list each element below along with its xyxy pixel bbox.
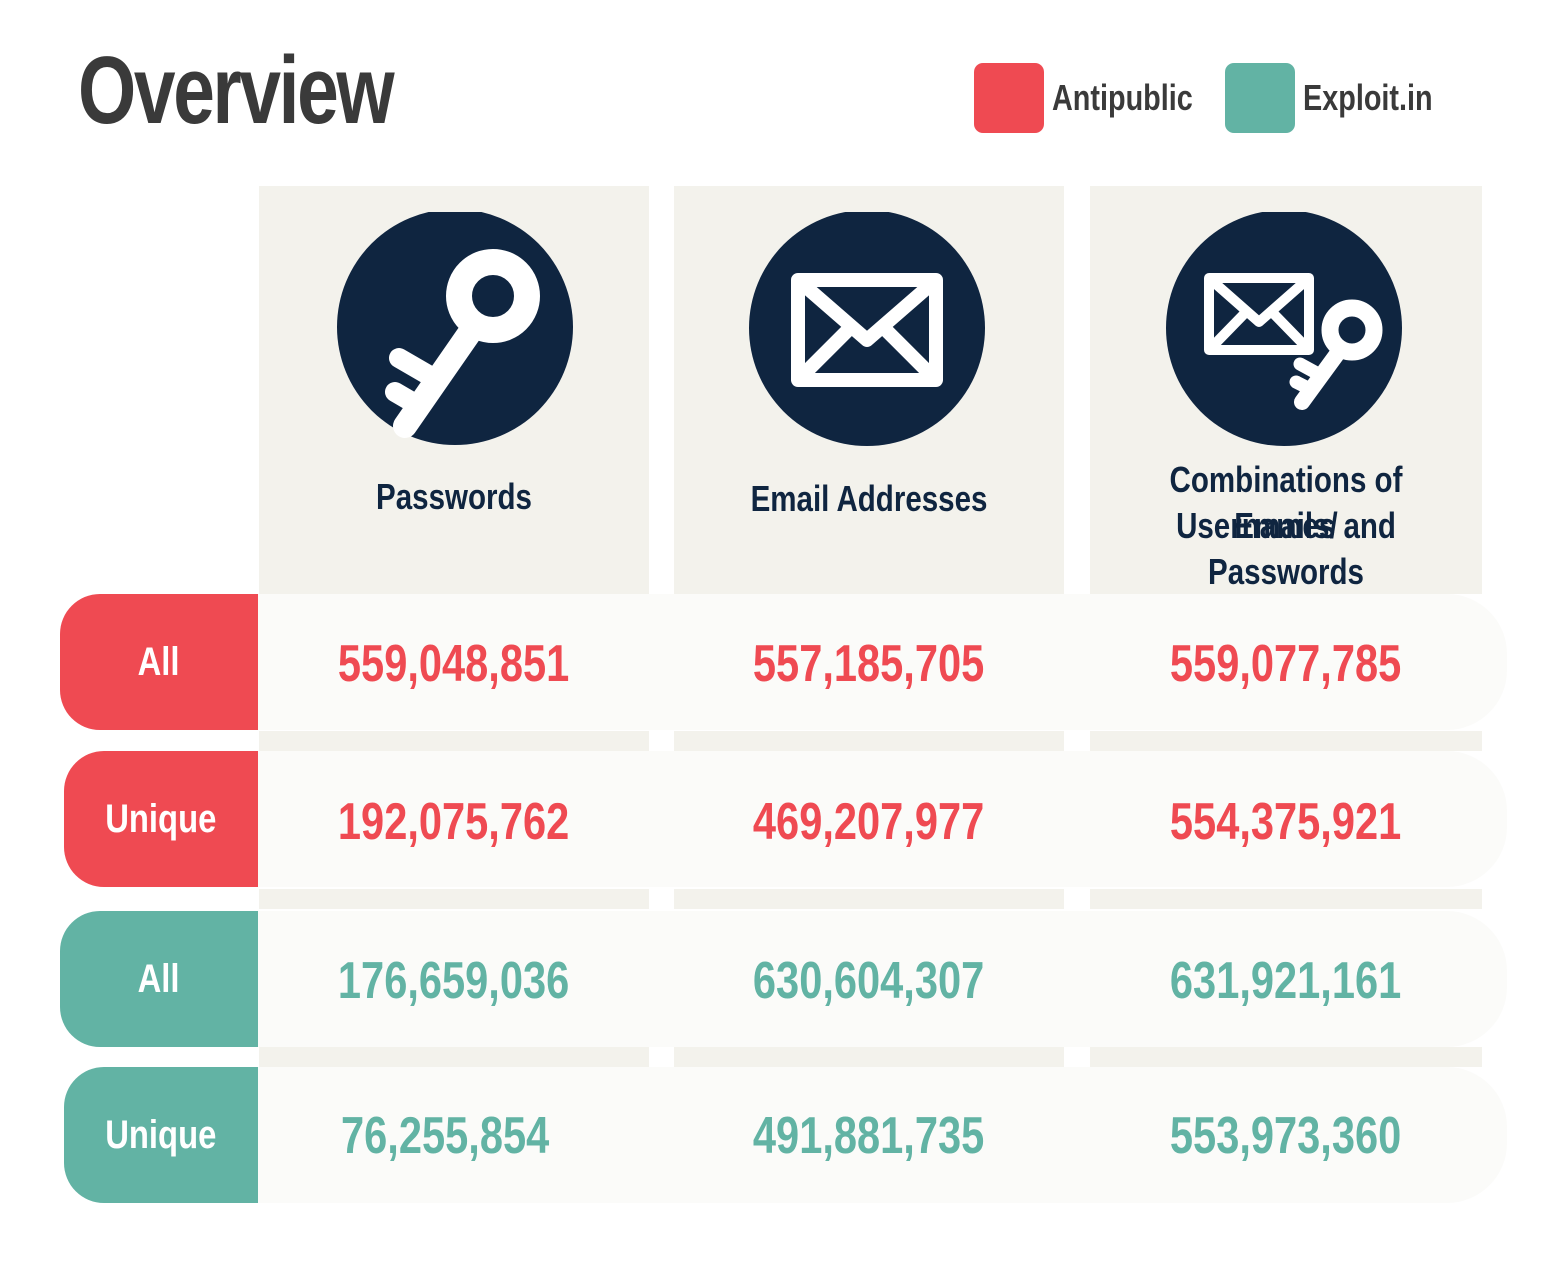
column-gap-strip bbox=[259, 1047, 649, 1067]
cell-value: 491,881,735 bbox=[753, 1107, 985, 1165]
cell-value: 76,255,854 bbox=[340, 1107, 550, 1165]
column-gap-strip bbox=[674, 889, 1064, 909]
table-cell: 631,921,161 bbox=[1090, 913, 1482, 1049]
column-gap-strip bbox=[1090, 889, 1482, 909]
row-band bbox=[257, 751, 1507, 887]
row-label-exploit-all: All bbox=[60, 911, 258, 1047]
row-band bbox=[257, 1067, 1507, 1203]
cell-value: 630,604,307 bbox=[753, 952, 985, 1010]
column-gap-strip bbox=[1090, 1047, 1482, 1067]
column-title-passwords: Passwords bbox=[376, 476, 532, 517]
table-cell: 469,207,977 bbox=[674, 754, 1064, 890]
legend-swatch-antipublic bbox=[974, 63, 1044, 133]
cell-value: 559,048,851 bbox=[338, 635, 570, 693]
table-cell: 491,881,735 bbox=[674, 1068, 1064, 1204]
legend-label-antipublic: Antipublic bbox=[1052, 77, 1193, 118]
row-band bbox=[257, 911, 1507, 1047]
legend-swatch-exploit bbox=[1225, 63, 1295, 133]
row-label-antipublic-unique: Unique bbox=[64, 751, 258, 887]
column-title-combinations-line2: Usernames and Passwords bbox=[1176, 505, 1396, 592]
row-label-text: All bbox=[138, 640, 180, 684]
table-cell: 553,973,360 bbox=[1090, 1068, 1482, 1204]
column-email-addresses: Email Addresses bbox=[674, 186, 1064, 594]
table-cell: 76,255,854 bbox=[259, 1068, 631, 1204]
column-passwords: Passwords bbox=[259, 186, 649, 594]
column-gap-strip bbox=[1090, 731, 1482, 751]
column-gap-strip bbox=[259, 731, 649, 751]
column-title-email-addresses: Email Addresses bbox=[750, 478, 988, 519]
column-combinations: Combinations of Emails/ Usernames and Pa… bbox=[1090, 186, 1482, 594]
legend-label-exploit: Exploit.in bbox=[1303, 77, 1433, 118]
table-cell: 176,659,036 bbox=[259, 913, 649, 1049]
cell-value: 553,973,360 bbox=[1170, 1107, 1402, 1165]
column-gap-strip bbox=[259, 889, 649, 909]
row-label-text: Unique bbox=[105, 797, 217, 841]
row-label-exploit-unique: Unique bbox=[64, 1067, 258, 1203]
table-cell: 554,375,921 bbox=[1090, 754, 1482, 890]
row-label-antipublic-all: All bbox=[60, 594, 258, 730]
envelope-key-icon bbox=[1166, 212, 1402, 446]
row-band bbox=[257, 594, 1507, 730]
row-label-text: All bbox=[138, 957, 180, 1001]
envelope-icon bbox=[749, 212, 985, 446]
cell-value: 557,185,705 bbox=[753, 635, 985, 693]
cell-value: 469,207,977 bbox=[753, 793, 985, 851]
table-cell: 192,075,762 bbox=[259, 754, 649, 890]
column-gap-strip bbox=[674, 731, 1064, 751]
cell-value: 554,375,921 bbox=[1170, 793, 1402, 851]
cell-value: 176,659,036 bbox=[338, 952, 570, 1010]
table-cell: 559,077,785 bbox=[1090, 596, 1482, 732]
column-gap-strip bbox=[674, 1047, 1064, 1067]
cell-value: 192,075,762 bbox=[338, 793, 570, 851]
cell-value: 559,077,785 bbox=[1170, 635, 1402, 693]
row-label-text: Unique bbox=[105, 1113, 217, 1157]
table-cell: 557,185,705 bbox=[674, 596, 1064, 732]
page-title: Overview bbox=[78, 37, 395, 144]
key-icon bbox=[337, 212, 573, 445]
column-title-combinations-line1: Combinations of Emails/ bbox=[1169, 459, 1403, 546]
table-cell: 630,604,307 bbox=[674, 913, 1064, 1049]
table-cell: 559,048,851 bbox=[259, 596, 649, 732]
cell-value: 631,921,161 bbox=[1170, 952, 1402, 1010]
